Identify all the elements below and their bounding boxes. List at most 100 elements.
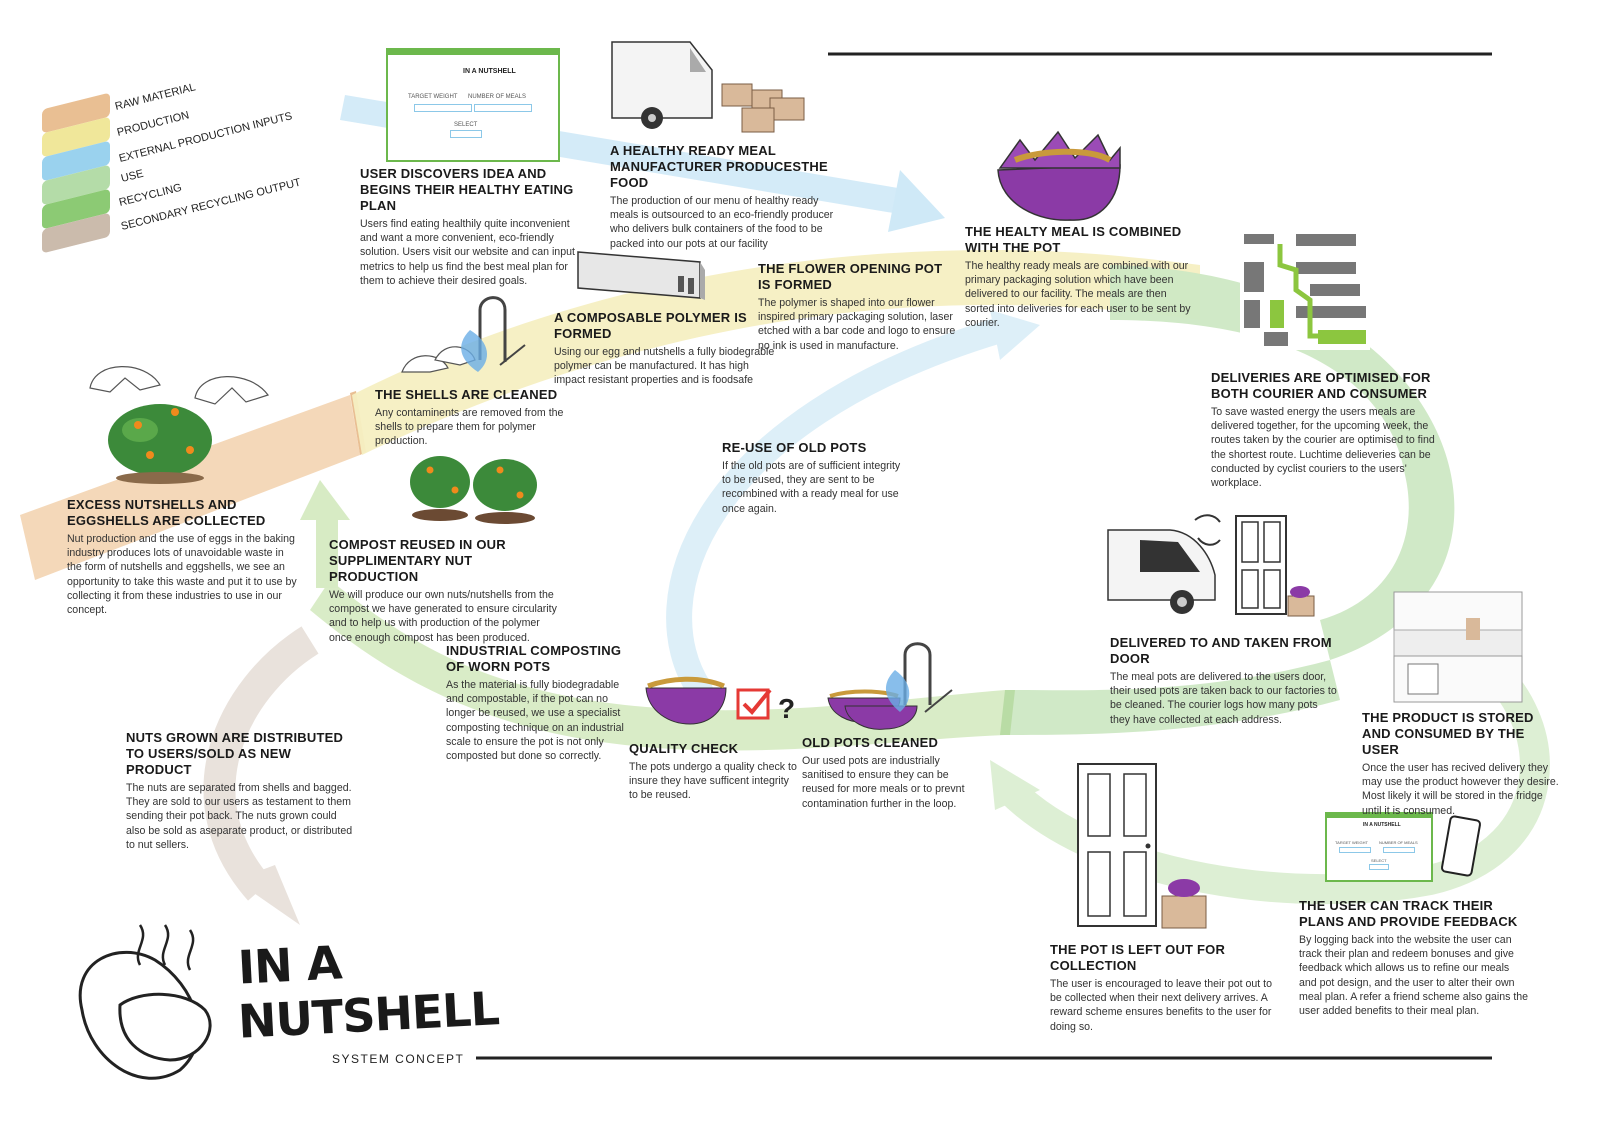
nut-plants-illustration <box>410 456 537 524</box>
kitchen-illustration <box>1393 591 1523 703</box>
route-map-illustration <box>1240 230 1370 350</box>
step-text: Nut production and the use of eggs in th… <box>67 533 297 617</box>
step-title: COMPOST REUSED IN OUR SUPPLIMENTARY NUT … <box>329 537 506 584</box>
mockup-select-button <box>450 130 482 138</box>
recycling-arrowhead <box>300 480 350 520</box>
tracking-mockup-field1-label: TARGET WEIGHT <box>1335 840 1368 845</box>
legend-swatch-production <box>42 117 110 157</box>
step-text: By logging back into the website the use… <box>1299 934 1529 1018</box>
secondary-output-band <box>203 626 319 901</box>
step-text: To save wasted energy the users meals ar… <box>1211 406 1435 490</box>
mockup-field2 <box>474 104 532 112</box>
nutshell-logo-icon <box>78 924 212 1080</box>
step-text: The production of our menu of healthy re… <box>610 195 834 250</box>
step-text: As the material is fully biodegradable a… <box>446 679 624 763</box>
step-title: THE FLOWER OPENING POT IS FORMED <box>758 261 943 292</box>
legend-label-production: PRODUCTION <box>116 109 191 139</box>
step-text: Any contaminents are removed from the sh… <box>375 407 564 448</box>
step-title: THE SHELLS ARE CLEANED <box>375 387 558 402</box>
legend-swatch-raw-material <box>42 93 110 133</box>
step-title: DELIVERIES ARE OPTIMISED FOR BOTH COURIE… <box>1211 370 1431 401</box>
step-shells-cleaned: THE SHELLS ARE CLEANED Any contaminents … <box>375 387 585 449</box>
step-meal-combined: THE HEALTY MEAL IS COMBINED WITH THE POT… <box>965 224 1193 330</box>
step-title: NUTS GROWN ARE DISTRIBUTED TO USERS/SOLD… <box>126 730 344 777</box>
tap-illustration <box>461 296 526 372</box>
step-title: THE PRODUCT IS STORED AND CONSUMED BY TH… <box>1362 710 1534 757</box>
tracking-website-mockup: IN A NUTSHELL TARGET WEIGHT NUMBER OF ME… <box>1325 812 1433 882</box>
step-text: The user is encouraged to leave their po… <box>1050 978 1273 1033</box>
step-nuts-distributed: NUTS GROWN ARE DISTRIBUTED TO USERS/SOLD… <box>126 730 354 852</box>
reuse-loop-band <box>666 317 1013 703</box>
mockup-field1 <box>414 104 472 112</box>
step-delivered-door: DELIVERED TO AND TAKEN FROM DOOR The mea… <box>1110 635 1338 727</box>
quality-check-pot-illustration <box>645 676 772 725</box>
nut-plant-illustration <box>108 404 212 484</box>
step-excess-collected: EXCESS NUTSHELLS AND EGGSHELLS ARE COLLE… <box>67 497 297 617</box>
brand-logo: IN A NUTSHELL SYSTEM CONCEPT <box>70 930 500 1090</box>
boxes-illustration <box>721 83 805 133</box>
step-text: The meal pots are delivered to the users… <box>1110 671 1337 726</box>
step-title: OLD POTS CLEANED <box>802 735 939 750</box>
step-track-plans: THE USER CAN TRACK THEIR PLANS AND PROVI… <box>1299 898 1529 1018</box>
step-text: The nuts are separated from shells and b… <box>126 782 353 851</box>
step-title: RE-USE OF OLD POTS <box>722 440 867 455</box>
step-text: The pots undergo a quality check to insu… <box>629 761 797 802</box>
tracking-mockup-button <box>1369 864 1389 870</box>
legend-label-use: USE <box>120 168 145 185</box>
step-pot-formed: THE FLOWER OPENING POT IS FORMED The pol… <box>758 261 958 353</box>
use-band <box>1110 265 1455 660</box>
logo-subtitle: SYSTEM CONCEPT <box>332 1052 465 1066</box>
step-industrial-composting: INDUSTRIAL COMPOSTING OF WORN POTS As th… <box>446 643 626 763</box>
mockup-field2-label: NUMBER OF MEALS <box>468 94 527 100</box>
step-title: EXCESS NUTSHELLS AND EGGSHELLS ARE COLLE… <box>67 497 266 528</box>
legend-swatch-external <box>42 141 110 181</box>
step-stored-consumed: THE PRODUCT IS STORED AND CONSUMED BY TH… <box>1362 710 1562 818</box>
production-band <box>352 250 1200 455</box>
step-title: USER DISCOVERS IDEA AND BEGINS THEIR HEA… <box>360 166 574 213</box>
quality-check-question-mark: ? <box>778 693 795 724</box>
legend-swatch-use <box>42 165 110 205</box>
logo-line2: NUTSHELL <box>236 981 501 1049</box>
step-compost-reused: COMPOST REUSED IN OUR SUPPLIMENTARY NUT … <box>329 537 557 645</box>
external-input-arrowhead <box>888 170 945 232</box>
step-text: Using our egg and nutshells a fully biod… <box>554 346 775 387</box>
step-deliveries-optimised: DELIVERIES ARE OPTIMISED FOR BOTH COURIE… <box>1211 370 1439 490</box>
collection-door-illustration <box>1077 763 1207 929</box>
step-quality-check: QUALITY CHECK The pots undergo a quality… <box>629 741 799 803</box>
factory-illustration <box>577 251 705 300</box>
legend-label-external: EXTERNAL PRODUCTION INPUTS <box>118 110 294 165</box>
step-polymer-formed: A COMPOSABLE POLYMER IS FORMED Using our… <box>554 310 779 388</box>
step-title: THE HEALTY MEAL IS COMBINED WITH THE POT <box>965 224 1182 255</box>
reuse-loop-arrowhead <box>990 310 1040 360</box>
step-text: The healthy ready meals are combined wit… <box>965 260 1191 329</box>
step-title: A HEALTHY READY MEAL MANUFACTURER PRODUC… <box>610 143 828 190</box>
step-title: A COMPOSABLE POLYMER IS FORMED <box>554 310 747 341</box>
step-text: Our used pots are industrially sanitised… <box>802 755 965 810</box>
tracking-mockup-select: SELECT <box>1371 858 1387 863</box>
mockup-field1-label: TARGET WEIGHT <box>408 94 458 100</box>
step-text: Once the user has recived delivery they … <box>1362 762 1559 817</box>
step-manufacturer: A HEALTHY READY MEAL MANUFACTURER PRODUC… <box>610 143 838 251</box>
step-old-pots-cleaned: OLD POTS CLEANED Our used pots are indus… <box>802 735 982 811</box>
tracking-mockup-logo: IN A NUTSHELL <box>1363 822 1401 828</box>
mockup-logo-text: IN A NUTSHELL <box>463 68 516 75</box>
mockup-select-label: SELECT <box>454 122 478 128</box>
step-text: We will produce our own nuts/nutshells f… <box>329 589 557 644</box>
step-text: The polymer is shaped into our flower in… <box>758 297 956 352</box>
legend-label-recycling: RECYCLING <box>118 182 183 209</box>
step-title: INDUSTRIAL COMPOSTING OF WORN POTS <box>446 643 622 674</box>
tracking-mockup-field2 <box>1383 847 1415 853</box>
step-text: If the old pots are of sufficient integr… <box>722 460 901 515</box>
step-title: THE USER CAN TRACK THEIR PLANS AND PROVI… <box>1299 898 1518 929</box>
step-title: DELIVERED TO AND TAKEN FROM DOOR <box>1110 635 1332 666</box>
flower-pot-illustration <box>997 130 1121 221</box>
raw-material-band <box>20 395 360 580</box>
step-text: Users find eating healthily quite inconv… <box>360 218 575 287</box>
step-reuse-pots: RE-USE OF OLD POTS If the old pots are o… <box>722 440 904 516</box>
step-user-discovers: USER DISCOVERS IDEA AND BEGINS THEIR HEA… <box>360 166 585 288</box>
eggshells-illustration <box>89 346 476 405</box>
tracking-mockup-field2-label: NUMBER OF MEALS <box>1379 840 1418 845</box>
cleaned-pots-illustration <box>827 642 953 730</box>
legend-swatch-recycling <box>42 189 110 229</box>
